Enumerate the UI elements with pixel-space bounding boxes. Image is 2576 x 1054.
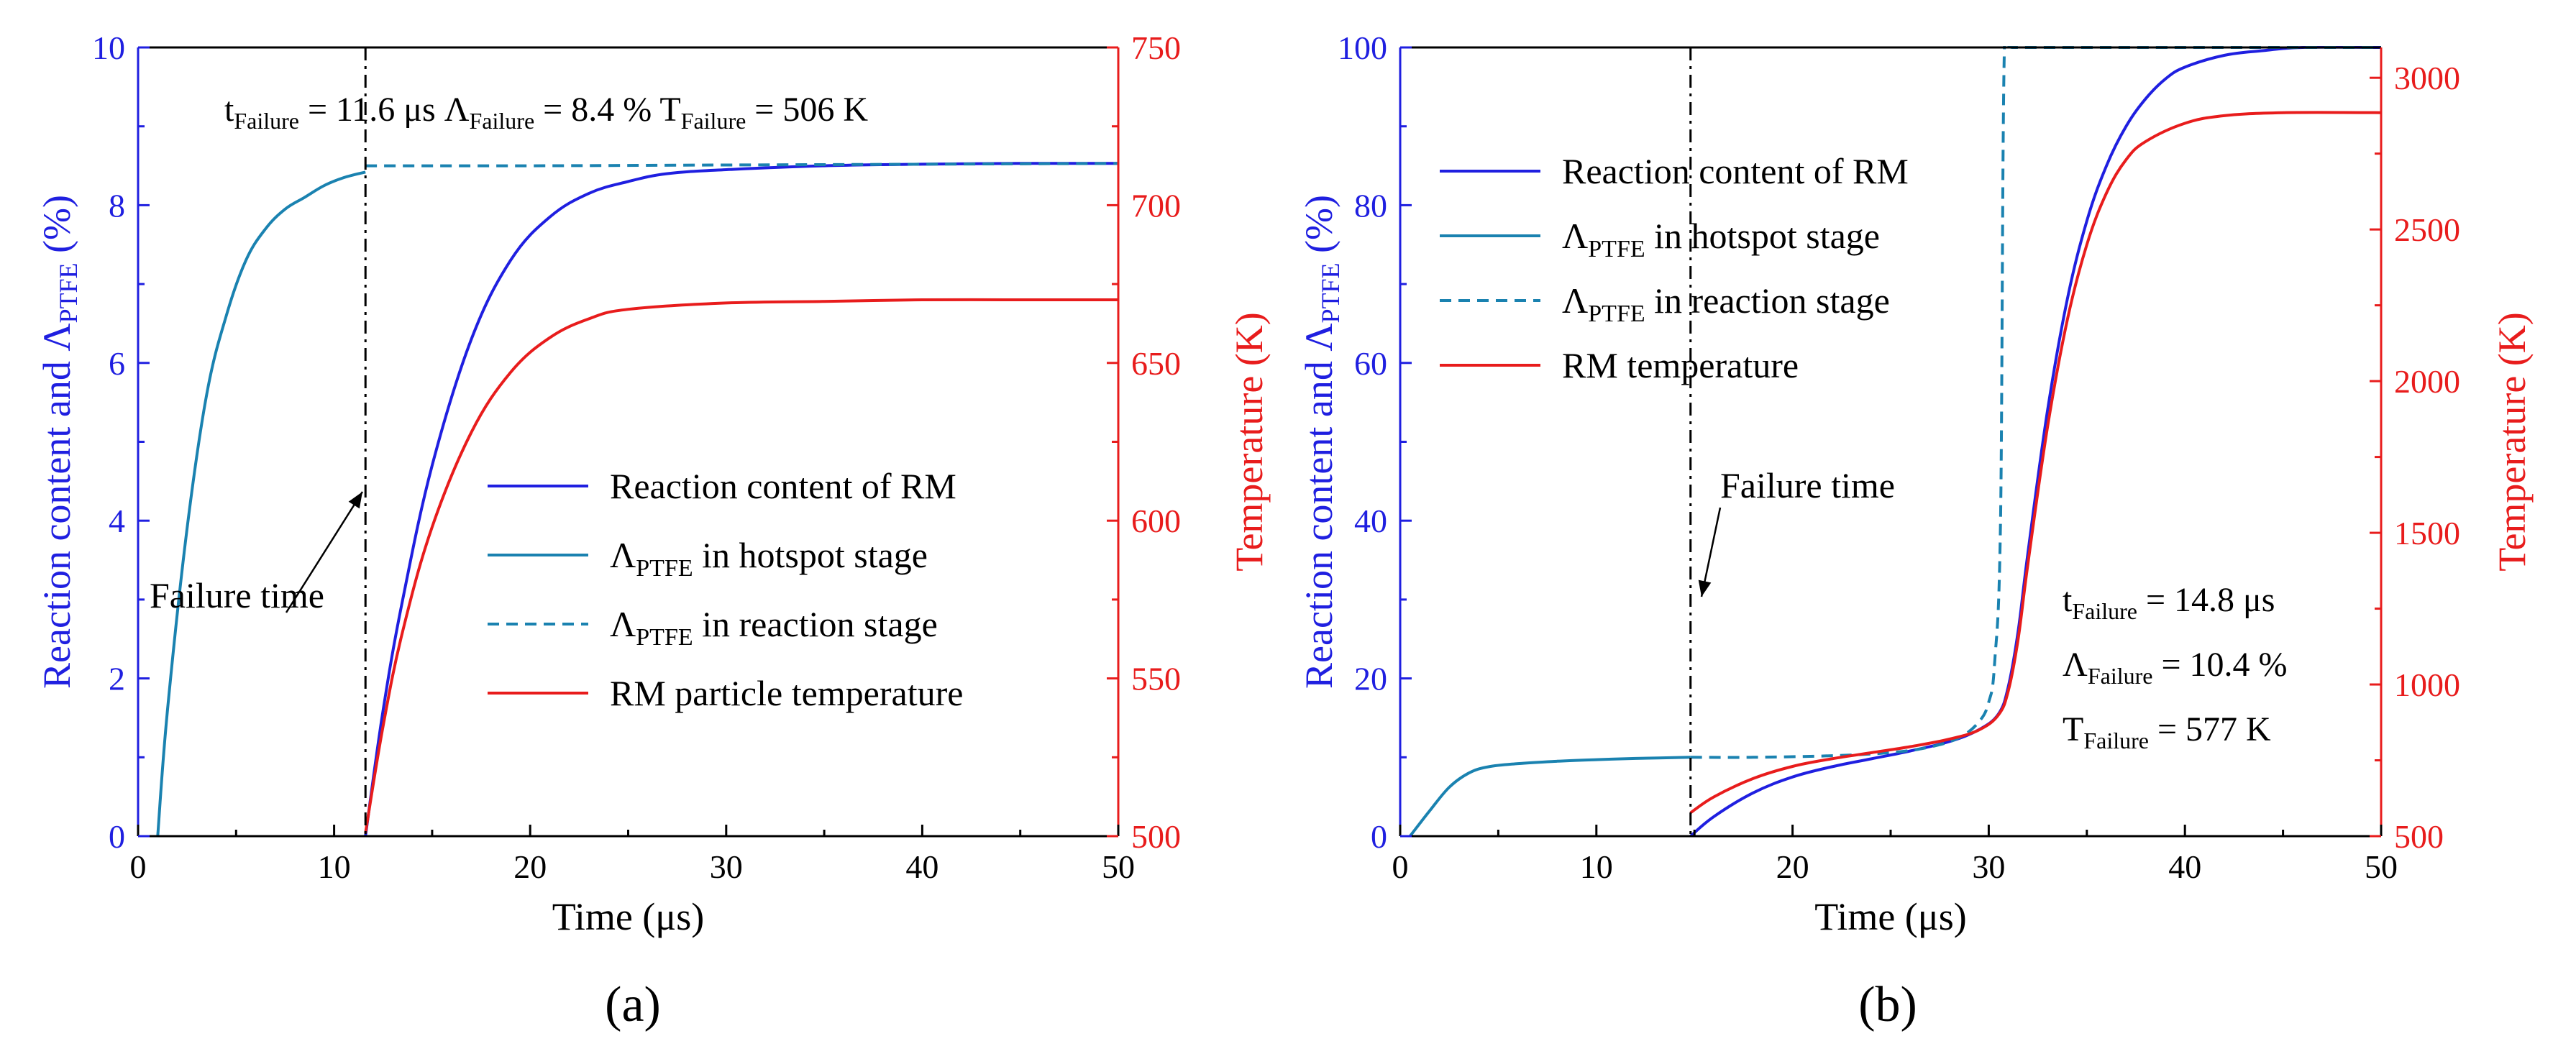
y2-tick-label: 500 xyxy=(2394,818,2444,855)
failure-values: tFailure = 11.6 μs ΛFailure = 8.4 % TFai… xyxy=(224,91,868,134)
x-tick-label: 40 xyxy=(2168,848,2201,885)
x-axis-title: Time (μs) xyxy=(1814,895,1967,938)
y-tick-label: 6 xyxy=(109,345,125,382)
legend-label: RM temperature xyxy=(1562,345,1799,385)
legend: Reaction content of RM ΛPTFE in hotspot s… xyxy=(488,466,963,713)
y2-tick-label: 600 xyxy=(1131,503,1181,539)
y-tick-label: 2 xyxy=(109,661,125,697)
failure-arrow-head xyxy=(1698,579,1712,597)
y-tick-label: 80 xyxy=(1354,187,1387,224)
y2-tick-label: 500 xyxy=(1131,818,1181,855)
y2-axis-title: Temperature (K) xyxy=(2490,312,2534,572)
y2-tick-label: 3000 xyxy=(2394,60,2460,96)
series-line-3 xyxy=(1689,111,2381,815)
x-tick-label: 40 xyxy=(905,848,938,885)
y-tick-label: 20 xyxy=(1354,661,1387,697)
failure-value-1: ΛFailure = 10.4 % xyxy=(2063,646,2288,689)
y-tick-label: 8 xyxy=(109,187,125,224)
series-line-0 xyxy=(364,162,1118,837)
y-tick-label: 100 xyxy=(1338,29,1387,66)
y2-tick-label: 650 xyxy=(1131,345,1181,382)
y2-tick-label: 700 xyxy=(1131,187,1181,224)
chart-panel-a: 0 10 20 30 40 500246810500550600650700750Time… xyxy=(35,29,1271,1032)
series-line-3 xyxy=(364,298,1118,833)
failure-time-label: Failure time xyxy=(1720,465,1895,505)
failure-annotation: tFailure = 14.8 μs ΛFailure = 10.4 % TFail… xyxy=(2063,581,2288,753)
y2-tick-label: 550 xyxy=(1131,661,1181,697)
legend: Reaction content of RM ΛPTFE in hotspot s… xyxy=(1440,151,1909,385)
y2-tick-label: 750 xyxy=(1131,29,1181,66)
legend-label: RM particle temperature xyxy=(610,673,963,713)
panel-label: (b) xyxy=(1858,977,1917,1032)
x-tick-label: 30 xyxy=(710,848,743,885)
x-tick-label: 30 xyxy=(1972,848,2005,885)
y2-tick-label: 2000 xyxy=(2394,363,2460,400)
y-tick-label: 60 xyxy=(1354,345,1387,382)
series-line-2 xyxy=(365,162,1118,168)
series-line-0 xyxy=(1689,46,2381,838)
x-tick-label: 20 xyxy=(513,848,547,885)
y2-tick-label: 1000 xyxy=(2394,666,2460,703)
legend-label: Reaction content of RM xyxy=(610,466,956,506)
y-tick-label: 4 xyxy=(109,503,125,539)
panel-label: (a) xyxy=(605,977,661,1032)
failure-annotation: tFailure = 11.6 μs ΛFailure = 8.4 % TFai… xyxy=(224,91,868,134)
y-tick-label: 0 xyxy=(1371,818,1387,855)
x-tick-label: 20 xyxy=(1776,848,1809,885)
x-tick-label: 50 xyxy=(2365,848,2398,885)
failure-time-label: Failure time xyxy=(150,575,324,615)
y2-axis-title: Temperature (K) xyxy=(1228,312,1271,572)
failure-arrow xyxy=(285,491,364,613)
series-line-1 xyxy=(1409,756,1691,838)
legend-label: ΛPTFE in hotspot stage xyxy=(610,535,928,582)
x-tick-label: 10 xyxy=(1580,848,1613,885)
y-tick-label: 10 xyxy=(92,29,125,66)
x-tick-label: 50 xyxy=(1102,848,1135,885)
x-tick-label: 0 xyxy=(130,848,147,885)
chart-panel-b: 0 10 20 30 40 5002040608010050010001500200025… xyxy=(1297,29,2534,1032)
x-axis-title: Time (μs) xyxy=(552,895,705,938)
y-axis-title: Reaction content and ΛPTFE (%) xyxy=(1297,195,1345,689)
x-tick-label: 0 xyxy=(1392,848,1409,885)
y2-tick-label: 1500 xyxy=(2394,515,2460,551)
failure-arrow-head xyxy=(348,492,362,509)
legend-label: ΛPTFE in reaction stage xyxy=(610,604,938,651)
legend-label: ΛPTFE in hotspot stage xyxy=(1562,216,1880,262)
plot-area xyxy=(156,162,1118,837)
y-tick-label: 0 xyxy=(109,818,125,855)
y2-tick-label: 2500 xyxy=(2394,211,2460,248)
y-axis-title: Reaction content and ΛPTFE (%) xyxy=(35,195,83,689)
failure-value-0: tFailure = 14.8 μs xyxy=(2063,581,2275,624)
legend-label: Reaction content of RM xyxy=(1562,151,1909,191)
y-tick-label: 40 xyxy=(1354,503,1387,539)
legend-label: ΛPTFE in reaction stage xyxy=(1562,280,1890,327)
x-tick-label: 10 xyxy=(318,848,351,885)
failure-value-2: TFailure = 577 K xyxy=(2063,710,2271,753)
series-line-1 xyxy=(156,170,366,837)
